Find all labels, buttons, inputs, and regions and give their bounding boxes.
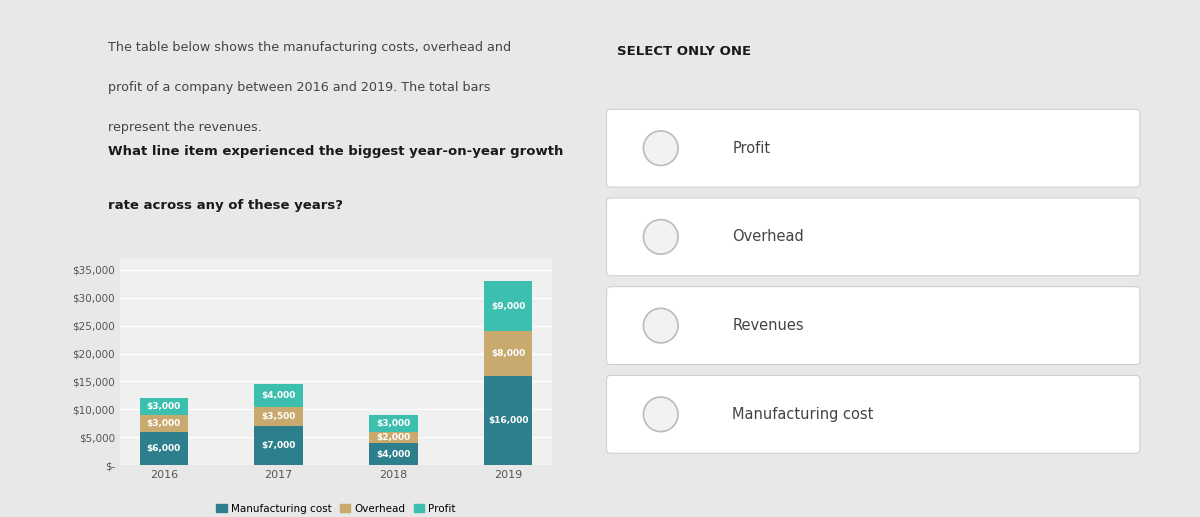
Text: $8,000: $8,000 [491,349,526,358]
Text: $16,000: $16,000 [488,416,528,425]
Text: What line item experienced the biggest year-on-year growth: What line item experienced the biggest y… [108,145,563,158]
Text: The table below shows the manufacturing costs, overhead and: The table below shows the manufacturing … [108,41,511,54]
Text: rate across any of these years?: rate across any of these years? [108,200,343,212]
Ellipse shape [643,131,678,165]
Ellipse shape [643,308,678,343]
Bar [254,406,302,426]
FancyBboxPatch shape [607,287,1140,364]
Legend: Manufacturing cost, Overhead, Profit: Manufacturing cost, Overhead, Profit [212,499,460,517]
Text: profit of a company between 2016 and 2019. The total bars: profit of a company between 2016 and 201… [108,81,491,94]
Text: $6,000: $6,000 [146,444,181,453]
Bar [139,432,188,465]
Text: $4,000: $4,000 [262,391,295,400]
Text: Revenues: Revenues [732,318,804,333]
Text: Profit: Profit [732,141,770,156]
Bar [139,415,188,432]
FancyBboxPatch shape [607,198,1140,276]
Text: Overhead: Overhead [732,230,804,245]
Text: $3,000: $3,000 [146,402,181,411]
Text: represent the revenues.: represent the revenues. [108,121,262,134]
Bar [254,384,302,406]
Bar [484,376,533,465]
Text: $3,000: $3,000 [377,419,410,428]
Bar [484,281,533,331]
Text: $3,000: $3,000 [146,419,181,428]
Ellipse shape [643,397,678,432]
Bar [370,415,418,432]
Text: Manufacturing cost: Manufacturing cost [732,407,874,422]
Text: $7,000: $7,000 [262,441,295,450]
Bar [370,443,418,465]
Bar [370,432,418,443]
Text: $2,000: $2,000 [377,433,410,442]
Bar [139,398,188,415]
Text: SELECT ONLY ONE: SELECT ONLY ONE [617,44,751,58]
Ellipse shape [643,220,678,254]
Text: $9,000: $9,000 [491,301,526,311]
Bar [254,426,302,465]
Text: $4,000: $4,000 [377,450,410,459]
FancyBboxPatch shape [607,109,1140,187]
FancyBboxPatch shape [607,375,1140,453]
Text: $3,500: $3,500 [262,412,295,421]
Bar [484,331,533,376]
